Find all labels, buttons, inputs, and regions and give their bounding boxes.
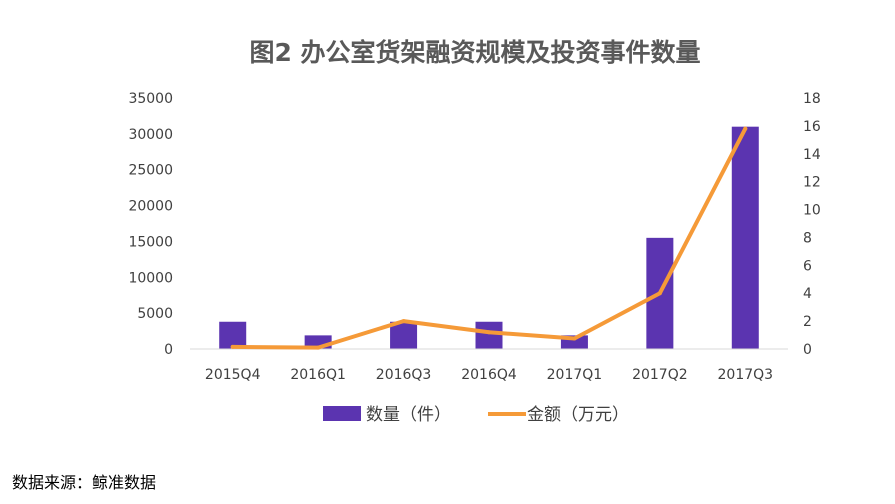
x-tick-label: 2016Q1 (290, 367, 346, 383)
right-tick-label: 4 (803, 286, 812, 302)
source-note: 数据来源：鲸准数据 (12, 473, 156, 492)
x-tick-label: 2017Q2 (632, 367, 688, 383)
x-tick-label: 2017Q3 (718, 367, 774, 383)
bar (731, 126, 759, 349)
left-axis: 35000 30000 25000 20000 15000 10000 5000 0 (128, 91, 173, 358)
x-tick-label: 2016Q4 (461, 367, 517, 383)
left-tick-label: 25000 (128, 163, 173, 179)
line-point (657, 291, 662, 296)
legend-label-amount: 金额（万元） (527, 405, 629, 425)
bar-series (219, 126, 759, 349)
bar (390, 321, 418, 349)
right-tick-label: 2 (803, 314, 812, 330)
line-point (230, 344, 235, 349)
legend-label-count: 数量（件） (366, 405, 451, 425)
left-tick-label: 30000 (128, 127, 173, 143)
right-tick-label: 6 (803, 258, 812, 274)
bar (475, 321, 503, 349)
bar (219, 321, 247, 349)
legend-swatch-count (323, 406, 361, 421)
right-tick-label: 16 (803, 119, 821, 135)
left-tick-label: 35000 (128, 91, 173, 107)
x-tick-label: 2016Q3 (376, 367, 432, 383)
right-tick-label: 0 (803, 342, 812, 358)
chart-title: 图2 办公室货架融资规模及投资事件数量 (249, 38, 700, 67)
left-tick-label: 15000 (128, 234, 173, 250)
right-tick-label: 8 (803, 230, 812, 246)
x-tick-label: 2015Q4 (205, 367, 261, 383)
line-point (743, 126, 748, 131)
line-series (230, 126, 748, 350)
left-tick-label: 5000 (137, 306, 173, 322)
left-tick-label: 20000 (128, 199, 173, 215)
line-point (401, 319, 406, 324)
right-tick-label: 18 (803, 91, 821, 107)
line-point (487, 330, 491, 335)
right-tick-label: 14 (803, 147, 821, 163)
left-tick-label: 10000 (128, 270, 173, 286)
right-tick-label: 12 (803, 175, 821, 191)
right-tick-label: 10 (803, 203, 821, 219)
line-point (572, 336, 577, 341)
right-axis: 18 16 14 12 10 8 6 4 2 0 (803, 91, 821, 358)
x-tick-label: 2017Q1 (547, 367, 603, 383)
left-tick-label: 0 (164, 342, 173, 358)
legend: 数量（件） 金额（万元） (323, 405, 629, 425)
x-axis: 2015Q4 2016Q1 2016Q3 2016Q4 2017Q1 2017Q2 2017… (205, 367, 773, 383)
line-point (316, 345, 321, 350)
